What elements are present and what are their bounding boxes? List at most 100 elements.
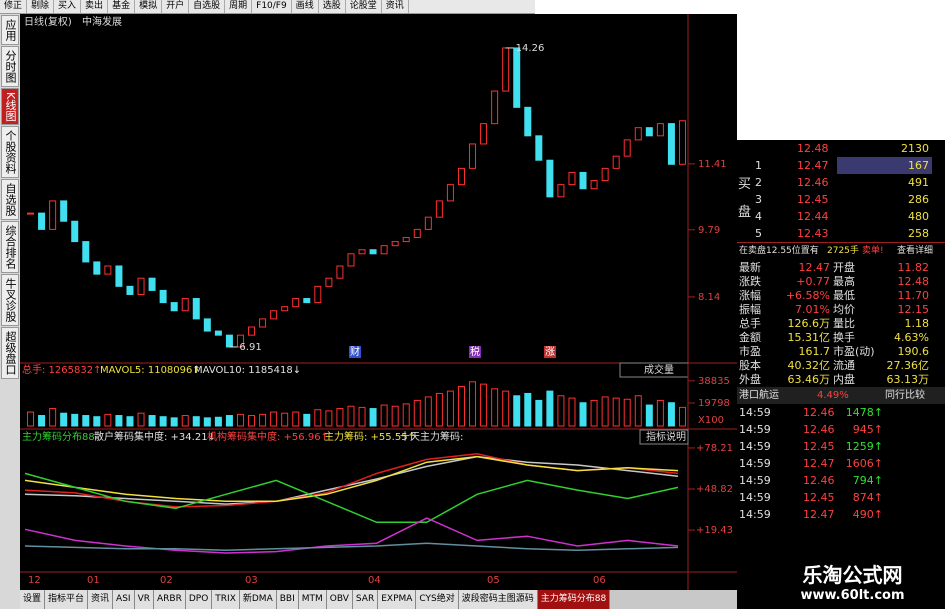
low-label: 6.91 [239, 342, 261, 353]
stat: 12.48 [897, 275, 930, 288]
tab[interactable]: TRIX [212, 590, 240, 609]
level: 4 [755, 210, 762, 223]
stat: +6.58% [785, 289, 830, 302]
volume: 490↑ [852, 508, 883, 521]
volume-bar [281, 412, 289, 427]
notice[interactable]: 查看详细 [897, 246, 934, 256]
toolbar-button[interactable]: 剔除 [27, 0, 55, 13]
candle [480, 123, 488, 145]
tab[interactable]: 波段密码主图源码 [458, 590, 538, 609]
toolbar-button[interactable]: 自选股 [189, 0, 226, 13]
stat: 流通 [833, 359, 855, 372]
price: 12.45 [797, 193, 829, 206]
candle [248, 326, 256, 336]
toolbar-button[interactable]: 画线 [292, 0, 319, 13]
toolbar-button[interactable]: 模拟 [135, 0, 163, 13]
tab[interactable]: BBI [276, 590, 299, 609]
tab[interactable]: 资讯 [88, 590, 114, 609]
tab[interactable]: SAR [352, 590, 379, 609]
toolbar-button[interactable]: 周期 [225, 0, 253, 13]
volume: 1478↑ [845, 406, 883, 419]
candle [38, 212, 46, 230]
watermark: 乐淘公式网 www.60lt.com [760, 555, 945, 609]
side-tab[interactable]: 分时图 [1, 46, 19, 87]
toolbar-button[interactable]: 基金 [108, 0, 136, 13]
toolbar-button[interactable]: 买入 [54, 0, 82, 13]
compare[interactable]: 同行比较 [885, 390, 925, 401]
toolbar-button[interactable]: F10/F9 [252, 0, 292, 13]
side-tab[interactable]: 牛叉诊股 [1, 274, 19, 327]
stat: 最新 [739, 261, 761, 274]
side-tab[interactable]: 超级盘口 [1, 327, 19, 380]
buy-label: 盘 [738, 205, 752, 220]
toolbar-button[interactable]: 选股 [319, 0, 346, 13]
side-tab[interactable]: 自选股 [1, 179, 19, 221]
price: 12.46 [803, 423, 835, 436]
tab[interactable]: CYS绝对 [416, 590, 459, 609]
candle [590, 180, 598, 190]
tab[interactable]: ASI [113, 590, 135, 609]
price: 12.45 [803, 491, 835, 504]
tab[interactable]: MTM [298, 590, 327, 609]
indicator-line [24, 455, 679, 505]
y-tick-label: 19798 [698, 398, 730, 409]
stat: 市盈(动) [833, 345, 875, 358]
volume: 1606↑ [845, 457, 883, 470]
toolbar-button[interactable]: 论股堂 [346, 0, 382, 13]
candle [678, 120, 686, 165]
volume-bar [358, 406, 366, 427]
row: 涨跌 +0.77 最高 12.48 [737, 275, 945, 289]
volume-bar [634, 395, 642, 427]
candle [424, 216, 432, 230]
tab[interactable]: ARBR [154, 590, 186, 609]
volume-bar [49, 408, 57, 427]
side-tab[interactable]: 综合排名 [1, 221, 19, 274]
row: 1 12.47 167 [737, 157, 945, 174]
indicator-legend: 机构筹码集中度: +56.96↑ [207, 430, 329, 443]
charts: 日线(复权) 中海发展 11.41 9.79 8.14 14.26 6.91 财 税 涨总手: 1… [20, 14, 737, 590]
indicator-line [24, 517, 679, 554]
volume-bar [623, 398, 631, 427]
volume-selector: 成交量 [644, 363, 674, 376]
candle [413, 228, 421, 239]
candle [347, 253, 355, 267]
volume-bar [656, 399, 664, 427]
side-tab[interactable]: 个股资料 [1, 126, 19, 179]
price: 12.46 [803, 474, 835, 487]
event-label: 涨 [545, 346, 555, 358]
volume-bar [292, 411, 300, 427]
volume: 258 [908, 227, 929, 240]
side-tab[interactable]: K线图 [1, 88, 19, 126]
tab[interactable]: 指标平台 [45, 590, 89, 609]
stat: 总手 [739, 317, 761, 330]
candle [292, 298, 300, 308]
stat: 126.6万 [787, 317, 831, 330]
level: 5 [755, 227, 762, 240]
tab[interactable]: EXPMA [378, 590, 417, 609]
volume-bar [248, 415, 256, 427]
row: 最新 12.47 开盘 11.82 [737, 261, 945, 275]
stat: 内盘 [833, 373, 855, 386]
tab[interactable]: DPO [185, 590, 213, 609]
tab[interactable]: OBV [326, 590, 353, 609]
toolbar-button[interactable]: 资讯 [382, 0, 409, 13]
x-tick-label: 06 [593, 575, 606, 586]
candle [203, 318, 211, 332]
price: 12.47 [803, 508, 835, 521]
side-tab[interactable]: 应用 [1, 15, 19, 45]
tab[interactable]: 主力筹码分布88 [537, 590, 611, 609]
toolbar-button[interactable]: 卖出 [81, 0, 109, 13]
y-tick-label: +48.82 [696, 484, 733, 495]
stat: 振幅 [739, 303, 761, 316]
tab[interactable]: 新DMA [239, 590, 277, 609]
event-box [349, 346, 361, 358]
candle [60, 200, 68, 222]
volume-bar [93, 416, 101, 427]
volume-bar [60, 412, 68, 427]
toolbar-button[interactable]: 开户 [162, 0, 190, 13]
tab[interactable]: VR [134, 590, 154, 609]
toolbar-button[interactable]: 修正 [0, 0, 28, 13]
tab[interactable]: 设置 [20, 590, 46, 609]
row: 外盘 63.46万 内盘 63.13万 [737, 373, 945, 387]
candle [49, 200, 57, 230]
